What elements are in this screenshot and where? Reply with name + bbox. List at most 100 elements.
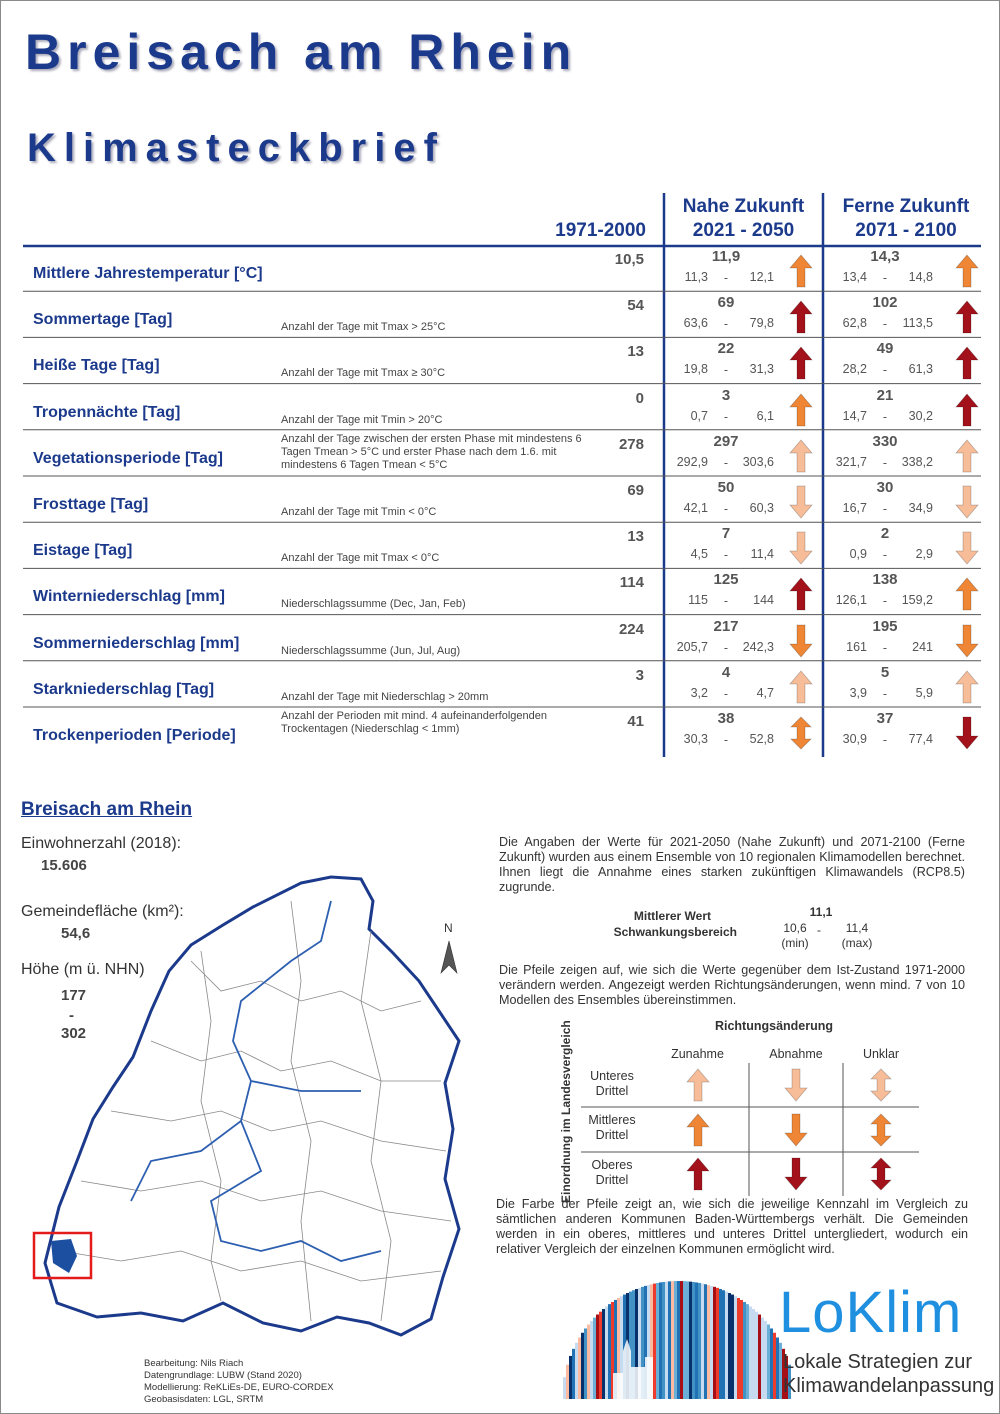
logo-stripe [743,1301,746,1399]
min-value: 321,7 [835,454,867,469]
arrow-shape [789,624,813,658]
arrow [685,1157,710,1191]
min-value: 205,7 [676,639,708,654]
logo-stripe [689,1281,692,1399]
logo-stripe [563,1377,566,1399]
logo-stripe [662,1281,665,1399]
arrow-shape [870,1112,892,1147]
arrow [790,716,812,750]
logo-stripe [599,1311,602,1399]
logo-stripe [584,1328,587,1399]
max-value: 14,8 [908,270,933,284]
north-label: N [444,921,453,935]
legend-row: Oberes Drittel [591,1158,633,1187]
range-separator: - [882,271,888,285]
row-description: Niederschlagssumme (Jun, Jul, Aug) [281,644,461,657]
intro-text: Die Angaben der Werte für 2021-2050 (Nah… [499,835,965,894]
mean-value: 22 [717,340,735,358]
logo-stripe [692,1281,695,1399]
district-line [190,960,422,1012]
base-value: 278 [618,435,644,453]
mean-value: 14,3 [870,248,900,265]
logo-stripe [770,1328,773,1399]
max-value: 31,3 [749,362,774,377]
logo-stripe [617,1298,620,1399]
logo-stripe [695,1282,698,1399]
row-name: Trockenperioden [Periode] [33,727,236,744]
max-value: 159,2 [901,593,933,608]
range-separator: - [882,455,888,470]
colors-text: Die Farbe der Pfeile zeigt an, wie sich … [496,1197,968,1256]
near-period: 2021 - 2050 [692,220,795,241]
arrow [955,485,979,519]
range-separator: - [882,409,888,424]
min-value: 30,3 [683,732,708,746]
map-credit: Modellierung: ReKLiEs-DE, EURO-CORDEX [144,1382,334,1393]
logo-stripe [722,1290,725,1399]
logo-tagline: Klimawandelanpassung [783,1375,995,1397]
elevation-label: Höhe (m ü. NHN) [21,961,145,978]
legend-title: Richtungsänderung [714,1019,834,1033]
logo-stripe [758,1314,761,1399]
mean-value: 21 [876,386,894,404]
max-value: 113,5 [902,316,933,331]
legend-column: Abnahme [769,1047,823,1061]
range-separator: - [882,548,888,563]
base-value: 3 [635,666,644,684]
arrow-shape [784,1113,808,1147]
range-separator: - [723,733,729,747]
legend-column: Zunahme [671,1047,724,1061]
row-name: Vegetationsperiode [Tag] [33,449,223,467]
legend-axis-label: Einordnung im Landesvergleich [559,1020,573,1203]
mean-value: 195 [872,617,898,635]
mean-value: 50 [717,479,735,496]
base-value: 13 [627,343,644,361]
region-line [130,1080,252,1202]
logo-stripe [788,1364,791,1399]
map-outline [43,875,461,1337]
logo-stripe [731,1294,734,1399]
logo-stripe [569,1355,572,1399]
logo-stripe [680,1281,683,1399]
mean-value: 125 [713,571,739,589]
logo-stripe [590,1320,593,1399]
arrow [955,392,979,426]
row-name: Frosttage [Tag] [33,496,149,513]
base-value: 114 [619,574,644,592]
logo-stripe [671,1281,674,1399]
max-value: 6,1 [756,408,774,423]
elevation-separator: - [69,1007,74,1024]
logo-stripe [746,1304,749,1399]
max-value: 61,3 [908,362,933,377]
arrow-shape [955,716,979,750]
arrow-shape [789,670,813,704]
logo-stripe [782,1348,785,1399]
arrow-shape [955,577,979,611]
map-credit: Geobasisdaten: LGL, SRTM [144,1394,264,1405]
arrow-shape [789,439,813,473]
range-separator: - [723,502,729,516]
range-separator: - [723,317,729,332]
example-min: 10,6 [783,921,807,935]
example-separator: - [817,923,821,937]
district-line [60,1250,442,1282]
row-name: Heiße Tage [Tag] [33,357,160,375]
subtitle: Klimasteckbrief [27,126,445,170]
logo-stripe [566,1364,569,1399]
row-description: Anzahl der Tage mit Tmax ≥ 30°C [281,367,446,380]
max-value: 77,4 [908,732,933,746]
max-value: 2,9 [915,547,933,562]
row-name: Sommertage [Tag] [33,311,173,329]
legend-row: Unteres Drittel [590,1069,634,1098]
base-value: 54 [627,297,644,315]
range-separator: - [882,317,888,332]
range-separator: - [723,409,729,424]
arrow [955,577,979,611]
max-value: 12,1 [749,270,774,284]
arrow [784,1113,808,1147]
area-label: Gemeindefläche (km²): [21,903,184,920]
area-value: 54,6 [61,925,91,942]
arrow-shape [685,1157,710,1191]
arrow-shape [955,392,979,426]
logo-stripe [779,1342,782,1399]
